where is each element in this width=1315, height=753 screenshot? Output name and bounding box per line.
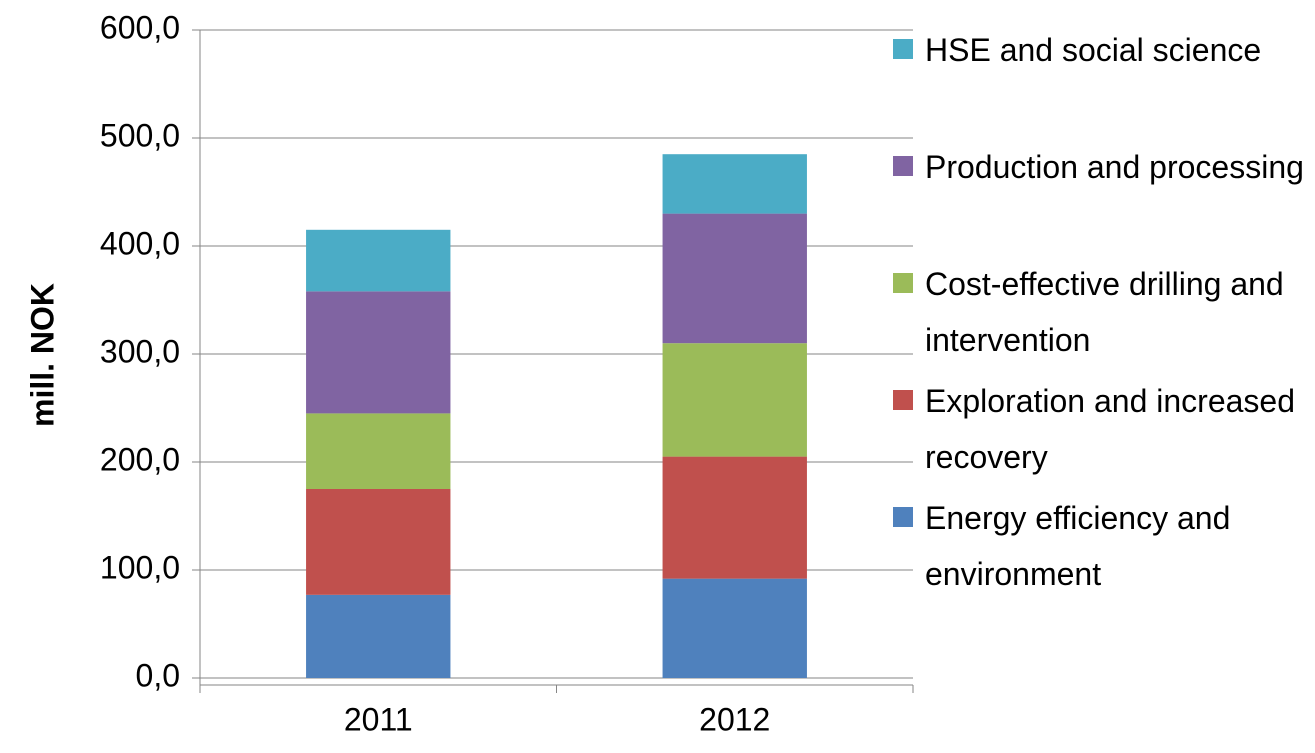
y-tick-label: 100,0 bbox=[100, 549, 180, 585]
y-tick-label: 500,0 bbox=[100, 117, 180, 153]
legend-item: Energy efficiency and environment bbox=[893, 490, 1308, 607]
x-tick-label: 2012 bbox=[699, 701, 770, 737]
legend-item: Production and processing bbox=[893, 139, 1308, 256]
legend-item: Exploration and increased recovery bbox=[893, 373, 1308, 490]
bar-segment bbox=[662, 154, 807, 214]
y-tick-label: 0,0 bbox=[136, 657, 180, 693]
y-tick-label: 300,0 bbox=[100, 333, 180, 369]
legend-swatch bbox=[893, 273, 913, 293]
bar-segment bbox=[662, 456, 807, 579]
legend-label: Exploration and increased recovery bbox=[925, 383, 1296, 475]
legend-swatch bbox=[893, 390, 913, 410]
bar-segment bbox=[662, 343, 807, 457]
bar-segment bbox=[306, 413, 451, 489]
legend-swatch bbox=[893, 507, 913, 527]
x-tick-label: 2011 bbox=[344, 701, 413, 737]
legend-item: HSE and social science bbox=[893, 22, 1308, 139]
legend-label: Production and processing bbox=[925, 149, 1304, 185]
y-tick-label: 400,0 bbox=[100, 225, 180, 261]
bar-segment bbox=[662, 578, 807, 678]
bar-segment bbox=[662, 213, 807, 344]
legend-swatch bbox=[893, 39, 913, 59]
legend-item: Cost-effective drilling and intervention bbox=[893, 256, 1308, 373]
y-tick-label: 600,0 bbox=[100, 9, 180, 45]
legend-label: Cost-effective drilling and intervention bbox=[925, 266, 1284, 358]
y-tick-label: 200,0 bbox=[100, 441, 180, 477]
bar-segment bbox=[306, 291, 451, 414]
legend-label: Energy efficiency and environment bbox=[925, 500, 1231, 592]
bar-segment bbox=[306, 229, 451, 292]
bar-segment bbox=[306, 594, 451, 678]
legend-swatch bbox=[893, 156, 913, 176]
legend-label: HSE and social science bbox=[925, 32, 1262, 68]
legend: HSE and social science Production and pro… bbox=[893, 22, 1308, 607]
y-axis-label: mill. NOK bbox=[24, 283, 60, 427]
bar-segment bbox=[306, 489, 451, 595]
